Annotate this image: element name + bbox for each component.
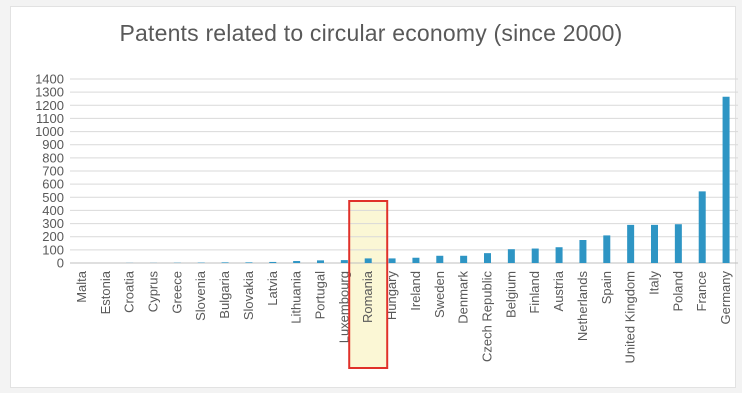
bar (460, 255, 468, 263)
x-tick-label: Spain (599, 271, 614, 304)
bar (603, 235, 611, 263)
x-tick-label: Cyprus (146, 271, 161, 313)
bar (507, 249, 515, 263)
x-tick-label: Estonia (98, 270, 113, 314)
bar (651, 224, 658, 263)
x-tick-label: Ireland (408, 271, 423, 311)
x-tick-label: Sweden (432, 271, 447, 318)
x-tick-label: Malta (74, 270, 89, 303)
x-tick-label: Germany (718, 271, 733, 325)
x-tick-label: Latvia (265, 270, 280, 305)
bar (412, 257, 420, 263)
x-tick-label: Slovenia (193, 270, 208, 321)
bar (364, 258, 372, 263)
bar (436, 255, 444, 263)
x-tick-label: Austria (551, 270, 566, 311)
y-tick-label: 400 (42, 203, 64, 218)
y-tick-label: 600 (42, 177, 64, 192)
x-tick-label: Bulgaria (217, 270, 232, 318)
y-tick-label: 1200 (35, 98, 64, 113)
bar (722, 96, 730, 263)
y-tick-label: 800 (42, 150, 64, 165)
x-tick-label: Finland (527, 271, 542, 314)
y-tick-label: 1400 (35, 72, 64, 87)
x-tick-label: Netherlands (575, 271, 590, 342)
bar (221, 262, 229, 263)
bar (245, 262, 253, 263)
highlight-box (348, 200, 389, 369)
bar (293, 261, 301, 263)
bar (484, 253, 491, 263)
bar (340, 260, 348, 263)
x-tick-label: United Kingdom (623, 271, 638, 364)
bar (674, 224, 682, 263)
y-tick-label: 0 (57, 256, 64, 271)
bar (388, 258, 396, 263)
x-tick-label: Italy (647, 271, 662, 295)
x-tick-label: Belgium (503, 271, 518, 318)
x-tick-label: Greece (169, 271, 184, 314)
x-tick-label: Lithuania (289, 270, 304, 324)
x-tick-label: Luxembourg (336, 271, 351, 343)
bar (627, 224, 635, 263)
x-tick-label: Poland (670, 271, 685, 311)
y-tick-label: 100 (42, 242, 64, 257)
y-tick-label: 700 (42, 164, 64, 179)
highlight-fill (349, 201, 388, 368)
x-tick-label: Portugal (313, 271, 328, 320)
bar (269, 261, 277, 263)
y-tick-label: 500 (42, 190, 64, 205)
chart-title: Patents related to circular economy (sin… (119, 20, 623, 46)
y-tick-label: 1100 (36, 111, 64, 126)
x-tick-label: Denmark (456, 271, 471, 324)
y-tick-label: 300 (42, 216, 64, 231)
x-tick-label: France (694, 271, 709, 311)
y-tick-label: 1000 (35, 124, 64, 139)
bar (698, 191, 706, 263)
bar (317, 260, 324, 263)
bar (555, 247, 563, 263)
y-tick-label: 200 (42, 229, 64, 244)
x-tick-label: Croatia (122, 270, 137, 313)
y-tick-label: 900 (42, 137, 64, 152)
x-tick-label: Slovakia (241, 270, 256, 320)
x-tick-label: Czech Republic (480, 271, 495, 363)
bar (579, 240, 587, 263)
x-tick-label: Romania (360, 270, 375, 323)
y-tick-label: 1300 (35, 85, 64, 100)
bar (531, 248, 539, 263)
